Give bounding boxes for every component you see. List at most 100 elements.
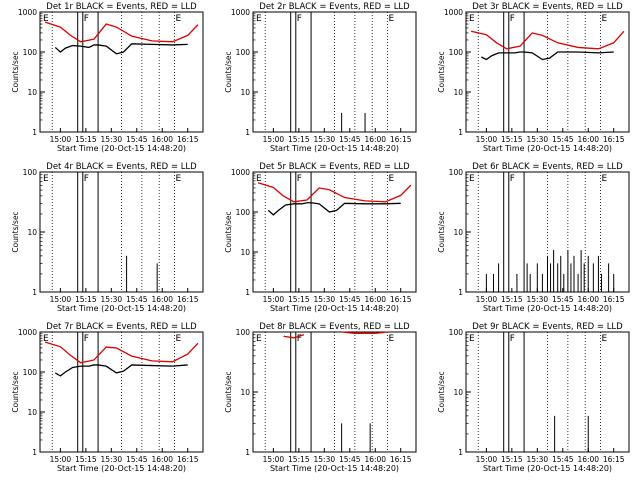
x-tick-label: 15:15 [501, 295, 523, 304]
x-tick-label: 16:15 [177, 455, 199, 464]
interval-marker-label: E [43, 334, 49, 344]
panel-title: Det 3r BLACK = Events, RED = LLD [472, 2, 623, 12]
y-tick-label: 10 [453, 88, 463, 97]
y-tick-label: 10 [27, 228, 37, 237]
x-tick-label: 15:15 [288, 295, 310, 304]
panel-det-7: Det 7r BLACK = Events, RED = LLD E F E 15:00… [11, 322, 204, 473]
x-tick-label: 15:15 [501, 135, 523, 144]
panel-det-4: Det 4r BLACK = Events, RED = LLD E F E 15:00… [11, 162, 204, 313]
y-tick-label: 100 [23, 368, 38, 377]
x-tick-label: 15:00 [50, 295, 72, 304]
x-tick-label: 16:00 [577, 295, 599, 304]
interval-marker-label: F [84, 14, 89, 24]
x-tick-label: 16:15 [177, 295, 199, 304]
x-tick-label: 16:00 [364, 135, 386, 144]
y-tick-label: 1 [458, 128, 463, 137]
events-series-line [267, 202, 401, 216]
x-tick-label: 15:30 [101, 295, 123, 304]
y-tick-label: 10 [240, 248, 250, 257]
y-tick-label: 1 [245, 128, 250, 137]
x-tick-label: 15:45 [552, 295, 574, 304]
y-tick-label: 1000 [18, 8, 37, 17]
x-tick-label: 15:45 [339, 295, 361, 304]
interval-marker-label: E [601, 334, 607, 344]
panel-title: Det 8r BLACK = Events, RED = LLD [259, 322, 410, 332]
x-tick-label: 16:15 [390, 455, 412, 464]
events-series-line [54, 364, 188, 377]
y-tick-label: 1 [245, 288, 250, 297]
x-tick-label: 15:15 [75, 455, 97, 464]
x-tick-label: 16:15 [603, 295, 625, 304]
x-tick-label: 16:15 [390, 135, 412, 144]
panel-title: Det 7r BLACK = Events, RED = LLD [46, 322, 197, 332]
lld-series-line [283, 334, 305, 339]
lld-series-line [470, 30, 625, 50]
interval-marker-label: E [469, 334, 475, 344]
panel-title: Det 9r BLACK = Events, RED = LLD [472, 322, 623, 332]
interval-marker-label: E [469, 174, 475, 184]
interval-marker-label: F [297, 174, 302, 184]
x-tick-label: 15:45 [552, 135, 574, 144]
panel-det-5: Det 5r BLACK = Events, RED = LLD E F E 15:00… [224, 162, 417, 313]
y-tick-label: 100 [449, 328, 464, 337]
x-tick-label: 16:00 [364, 295, 386, 304]
y-axis-label: Counts/sec [224, 211, 233, 252]
y-tick-label: 100 [236, 48, 251, 57]
x-tick-label: 15:00 [476, 135, 498, 144]
lld-series-line [257, 182, 412, 203]
y-axis-label: Counts/sec [437, 211, 446, 252]
y-tick-label: 10 [453, 388, 463, 397]
x-tick-label: 15:30 [527, 295, 549, 304]
interval-marker-label: E [601, 174, 607, 184]
x-tick-label: 15:30 [527, 135, 549, 144]
x-tick-label: 15:00 [50, 135, 72, 144]
x-axis-label: Start Time (20-Oct-15 14:48:20) [483, 464, 612, 473]
panel-det-9: Det 9r BLACK = Events, RED = LLD E F E 15:00… [437, 322, 630, 473]
x-tick-label: 15:00 [263, 135, 285, 144]
y-tick-label: 100 [236, 208, 251, 217]
x-tick-label: 16:15 [390, 295, 412, 304]
x-tick-label: 15:30 [314, 455, 336, 464]
lld-series-line [341, 331, 389, 334]
panel-title: Det 5r BLACK = Events, RED = LLD [259, 162, 410, 172]
x-tick-label: 15:45 [552, 455, 574, 464]
interval-marker-label: F [510, 334, 515, 344]
x-tick-label: 16:15 [177, 135, 199, 144]
interval-marker-label: E [469, 14, 475, 24]
x-tick-label: 16:15 [603, 135, 625, 144]
x-tick-label: 16:00 [151, 295, 173, 304]
x-axis-label: Start Time (20-Oct-15 14:48:20) [57, 464, 186, 473]
interval-marker-label: F [84, 334, 89, 344]
interval-marker-label: E [388, 174, 394, 184]
panel-title: Det 4r BLACK = Events, RED = LLD [46, 162, 197, 172]
interval-marker-label: F [510, 174, 515, 184]
y-tick-label: 10 [240, 388, 250, 397]
x-tick-label: 15:00 [263, 455, 285, 464]
lld-series-line [44, 21, 199, 43]
y-tick-label: 1000 [231, 168, 250, 177]
interval-marker-label: F [510, 14, 515, 24]
x-axis-label: Start Time (20-Oct-15 14:48:20) [270, 464, 399, 473]
interval-marker-label: E [388, 14, 394, 24]
panel-det-1: Det 1r BLACK = Events, RED = LLD E F E 15:00… [11, 2, 204, 153]
interval-marker-label: E [43, 174, 49, 184]
y-tick-label: 1 [458, 448, 463, 457]
y-axis-label: Counts/sec [224, 371, 233, 412]
x-tick-label: 15:15 [288, 455, 310, 464]
y-axis-label: Counts/sec [11, 211, 20, 252]
interval-marker-label: E [175, 14, 181, 24]
interval-marker-label: E [601, 14, 607, 24]
y-axis-label: Counts/sec [11, 371, 20, 412]
x-tick-label: 15:30 [101, 455, 123, 464]
y-tick-label: 1 [32, 448, 37, 457]
x-tick-label: 15:15 [501, 455, 523, 464]
y-tick-label: 1000 [18, 328, 37, 337]
y-tick-label: 1 [32, 128, 37, 137]
x-axis-label: Start Time (20-Oct-15 14:48:20) [57, 304, 186, 313]
x-tick-label: 15:00 [476, 455, 498, 464]
interval-marker-label: F [297, 334, 302, 344]
events-series-line [480, 51, 614, 61]
panel-det-8: Det 8r BLACK = Events, RED = LLD E F E 15:00… [224, 322, 417, 473]
interval-marker-label: F [84, 174, 89, 184]
x-axis-label: Start Time (20-Oct-15 14:48:20) [270, 304, 399, 313]
